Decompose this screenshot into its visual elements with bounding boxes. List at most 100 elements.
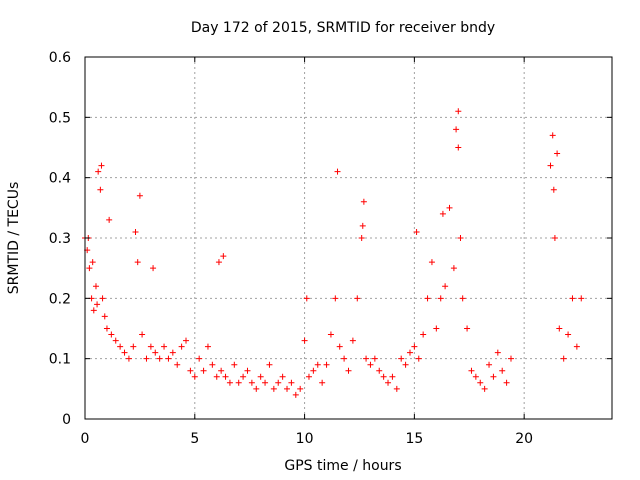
data-point xyxy=(288,379,295,386)
data-point xyxy=(472,373,479,380)
data-point xyxy=(393,385,400,392)
data-point xyxy=(99,295,106,302)
data-point xyxy=(550,186,557,193)
data-point xyxy=(125,355,132,362)
data-point xyxy=(257,373,264,380)
data-point xyxy=(117,343,124,350)
data-point xyxy=(284,385,291,392)
data-point xyxy=(187,367,194,374)
x-tick-label: 5 xyxy=(190,431,199,447)
data-point xyxy=(411,343,418,350)
data-point xyxy=(292,391,299,398)
data-point xyxy=(341,355,348,362)
data-point xyxy=(191,373,198,380)
data-point xyxy=(569,295,576,302)
data-point xyxy=(314,361,321,368)
data-point xyxy=(204,343,211,350)
data-point xyxy=(490,373,497,380)
data-point xyxy=(98,162,105,169)
plot-frame xyxy=(84,56,613,420)
y-axis-label: SRMTID / TECUs xyxy=(6,182,22,295)
data-point xyxy=(220,253,227,260)
data-point xyxy=(336,343,343,350)
data-point xyxy=(481,385,488,392)
data-point xyxy=(446,204,453,211)
data-point xyxy=(554,150,561,157)
data-point xyxy=(106,216,113,223)
data-point xyxy=(303,295,310,302)
data-point xyxy=(413,228,420,235)
data-point xyxy=(178,343,185,350)
y-tick-label: 0.3 xyxy=(49,231,71,247)
data-point xyxy=(152,349,159,356)
data-point xyxy=(174,361,181,368)
data-point xyxy=(437,295,444,302)
data-point xyxy=(323,361,330,368)
data-point xyxy=(253,385,260,392)
data-point xyxy=(360,198,367,205)
data-point xyxy=(459,295,466,302)
x-axis-label: GPS time / hours xyxy=(284,458,401,474)
data-point xyxy=(455,108,462,115)
data-point xyxy=(494,349,501,356)
data-point xyxy=(200,367,207,374)
y-tick-labels: 0 0.1 0.2 0.3 0.4 0.5 0.6 xyxy=(49,50,71,428)
data-point xyxy=(468,367,475,374)
data-point xyxy=(97,186,104,193)
data-point xyxy=(240,373,247,380)
data-point xyxy=(415,355,422,362)
data-point xyxy=(420,331,427,338)
data-point xyxy=(354,295,361,302)
data-point xyxy=(380,373,387,380)
data-point xyxy=(165,355,172,362)
data-point xyxy=(143,355,150,362)
y-tick-label: 0.4 xyxy=(49,171,71,187)
data-point xyxy=(270,385,277,392)
data-point xyxy=(359,222,366,229)
data-point xyxy=(433,325,440,332)
data-point xyxy=(477,379,484,386)
data-point xyxy=(297,385,304,392)
y-tick-label: 0.1 xyxy=(49,352,71,368)
data-point xyxy=(371,355,378,362)
data-point xyxy=(215,259,222,266)
data-point xyxy=(310,367,317,374)
data-point xyxy=(549,132,556,139)
y-tick-label: 0.5 xyxy=(49,110,71,126)
data-point xyxy=(556,325,563,332)
chart-title: Day 172 of 2015, SRMTID for receiver bnd… xyxy=(191,20,495,36)
data-point xyxy=(358,235,365,241)
x-tick-label: 15 xyxy=(405,431,423,447)
data-point xyxy=(92,283,99,290)
data-point xyxy=(95,168,102,175)
data-point xyxy=(139,331,146,338)
data-point xyxy=(266,361,273,368)
data-point xyxy=(398,355,405,362)
data-point xyxy=(455,144,462,151)
data-point xyxy=(551,235,558,241)
data-point xyxy=(499,367,506,374)
data-point xyxy=(547,162,554,169)
data-point xyxy=(226,379,233,386)
data-point xyxy=(349,337,356,344)
data-point xyxy=(196,355,203,362)
x-tick-label: 0 xyxy=(81,431,90,447)
data-point xyxy=(222,373,229,380)
data-point xyxy=(332,295,339,302)
data-point xyxy=(262,379,269,386)
data-point xyxy=(213,373,220,380)
data-point xyxy=(134,259,141,266)
data-point xyxy=(301,337,308,344)
data-point xyxy=(363,355,370,362)
data-point xyxy=(103,325,110,332)
data-point xyxy=(209,361,216,368)
data-point xyxy=(486,361,493,368)
data-point xyxy=(86,265,93,272)
data-point xyxy=(150,265,157,272)
data-point xyxy=(244,367,251,374)
data-point xyxy=(183,337,190,344)
y-tick-label: 0 xyxy=(62,412,71,428)
data-point xyxy=(389,373,396,380)
data-point xyxy=(169,349,176,356)
